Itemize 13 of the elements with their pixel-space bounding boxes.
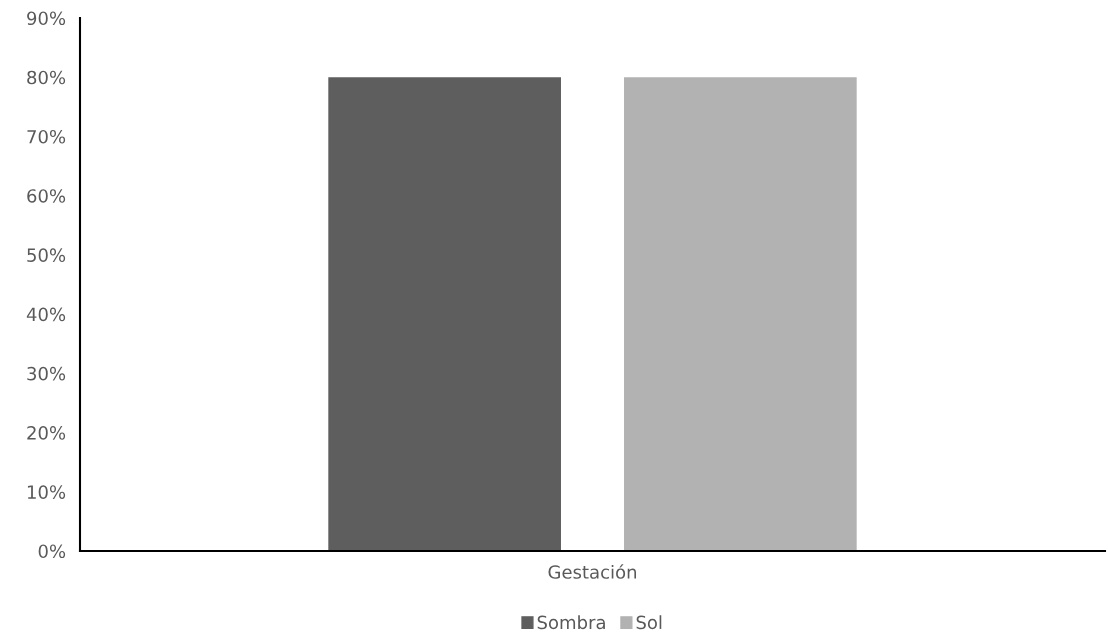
y-tick-label: 50% xyxy=(27,248,66,263)
legend-label: Sol xyxy=(636,615,662,630)
y-tick-label: 40% xyxy=(26,307,66,322)
x-tick-label: Gestación xyxy=(548,564,637,579)
legend-label: Sombra xyxy=(537,615,605,630)
y-tick-label: 0% xyxy=(38,544,66,559)
y-tick-label: 90% xyxy=(27,11,66,26)
y-tick-label: 60% xyxy=(27,189,66,203)
y-tick-label: 70% xyxy=(27,129,66,144)
y-tick-label: 20% xyxy=(27,426,66,440)
y-tick-label: 10% xyxy=(27,485,66,499)
y-tick-label: 30% xyxy=(27,366,66,381)
y-tick-label: 80% xyxy=(27,70,66,85)
